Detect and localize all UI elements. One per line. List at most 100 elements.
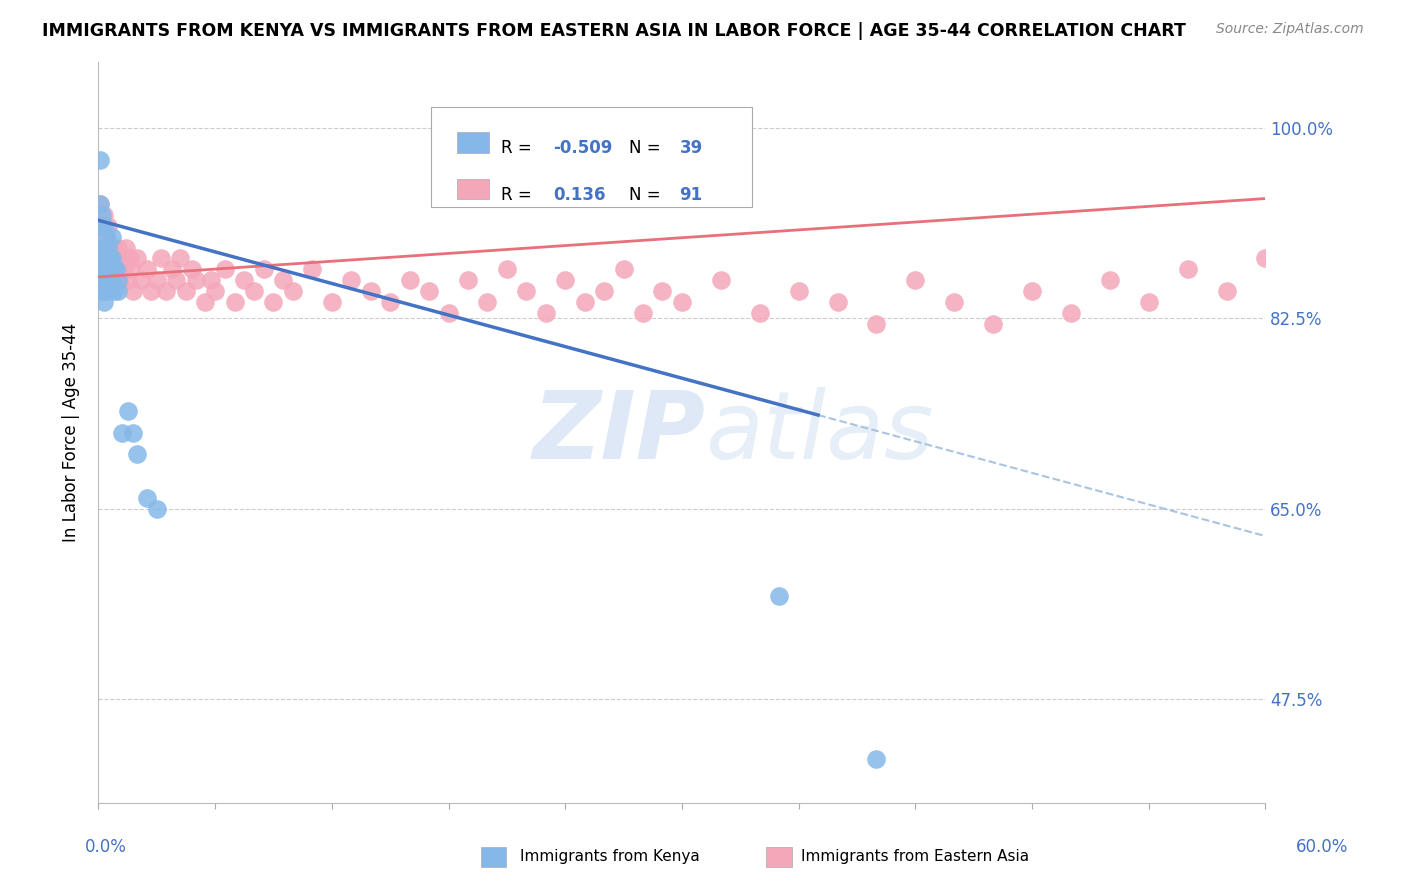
Point — [91, 219, 114, 233]
Point — [710, 273, 733, 287]
Point — [93, 262, 115, 277]
Point — [1313, 262, 1336, 277]
Point — [91, 241, 114, 255]
Point — [101, 252, 124, 266]
Point — [93, 273, 115, 287]
Text: 0.0%: 0.0% — [84, 838, 127, 856]
Point — [101, 273, 124, 287]
Point — [496, 262, 519, 277]
Point — [418, 284, 440, 298]
Point — [101, 273, 124, 287]
Point — [117, 404, 139, 418]
Point — [96, 252, 118, 266]
Point — [98, 252, 121, 266]
Point — [224, 295, 246, 310]
Point — [943, 295, 966, 310]
Text: Source: ZipAtlas.com: Source: ZipAtlas.com — [1216, 22, 1364, 37]
Point — [136, 491, 159, 505]
Point — [93, 219, 115, 233]
Point — [477, 295, 499, 310]
Point — [340, 273, 363, 287]
Point — [515, 284, 537, 298]
Text: 0.136: 0.136 — [554, 186, 606, 204]
Point — [1351, 306, 1374, 320]
Point — [96, 229, 118, 244]
Bar — [457, 132, 489, 153]
Point — [91, 252, 114, 266]
Point — [101, 252, 124, 266]
Point — [865, 752, 887, 766]
Text: R =: R = — [501, 186, 537, 204]
Point — [129, 273, 152, 287]
Point — [613, 262, 636, 277]
Text: -0.509: -0.509 — [554, 139, 613, 157]
Point — [103, 241, 125, 255]
Point — [1294, 295, 1316, 310]
Point — [89, 219, 111, 233]
Point — [904, 273, 927, 287]
Text: N =: N = — [630, 186, 666, 204]
Point — [122, 425, 145, 440]
Point — [165, 273, 187, 287]
Text: Immigrants from Eastern Asia: Immigrants from Eastern Asia — [801, 849, 1029, 863]
Point — [97, 273, 120, 287]
Point — [1331, 284, 1354, 298]
Point — [93, 252, 115, 266]
Point — [243, 284, 266, 298]
Point — [89, 153, 111, 168]
Point — [827, 295, 849, 310]
Point — [139, 284, 162, 298]
Point — [554, 273, 576, 287]
Point — [787, 284, 810, 298]
Point — [253, 262, 276, 277]
Point — [262, 295, 284, 310]
Point — [96, 262, 118, 277]
Text: atlas: atlas — [706, 387, 934, 478]
Point — [97, 241, 120, 255]
Point — [1137, 295, 1160, 310]
Point — [97, 273, 120, 287]
Point — [574, 295, 596, 310]
Point — [184, 273, 207, 287]
Point — [169, 252, 191, 266]
Point — [981, 317, 1004, 331]
Point — [671, 295, 693, 310]
Point — [121, 262, 143, 277]
Point — [91, 241, 114, 255]
Point — [91, 208, 114, 222]
Point — [149, 252, 172, 266]
Point — [97, 252, 120, 266]
Point — [93, 295, 115, 310]
Point — [97, 262, 120, 277]
Point — [111, 252, 134, 266]
Y-axis label: In Labor Force | Age 35-44: In Labor Force | Age 35-44 — [62, 323, 80, 542]
Bar — [457, 178, 489, 200]
Point — [96, 229, 118, 244]
Point — [180, 262, 202, 277]
Point — [107, 273, 129, 287]
Point — [91, 284, 114, 298]
Point — [107, 241, 129, 255]
Point — [200, 273, 222, 287]
Point — [1274, 273, 1296, 287]
Point — [204, 284, 226, 298]
Point — [98, 241, 121, 255]
Point — [1060, 306, 1083, 320]
Point — [768, 589, 790, 603]
Point — [107, 284, 129, 298]
Text: R =: R = — [501, 139, 537, 157]
Point — [96, 284, 118, 298]
Point — [457, 273, 479, 287]
Point — [93, 241, 115, 255]
Point — [360, 284, 382, 298]
FancyBboxPatch shape — [432, 107, 752, 207]
Point — [98, 262, 121, 277]
Point — [112, 262, 135, 277]
Point — [1098, 273, 1121, 287]
Text: 60.0%: 60.0% — [1295, 838, 1348, 856]
Point — [117, 273, 139, 287]
Point — [96, 262, 118, 277]
Point — [122, 284, 145, 298]
Point — [271, 273, 294, 287]
Point — [108, 273, 131, 287]
